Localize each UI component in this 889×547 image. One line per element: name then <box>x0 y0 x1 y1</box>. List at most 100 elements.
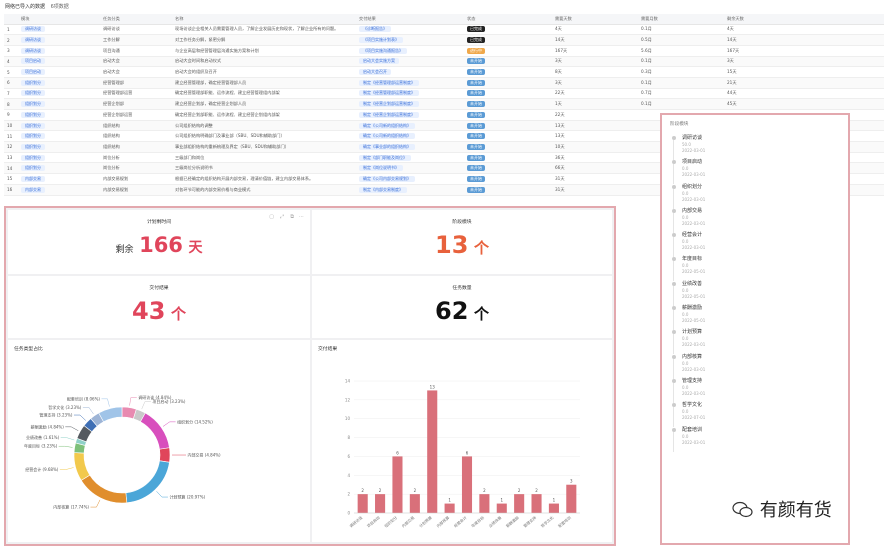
cell-module: 组织划分 <box>18 88 100 100</box>
bar[interactable] <box>427 390 438 513</box>
cell-category: 经营企划部运营 <box>100 109 172 121</box>
col-header[interactable]: 剩余天数 <box>724 14 884 25</box>
bar-value-label: 2 <box>483 488 486 493</box>
y-tick-label: 12 <box>345 397 351 402</box>
expand-icon[interactable]: ⤢ <box>279 214 284 220</box>
timeline-item: 内部交易 0.0 2022-03-01 <box>672 207 840 233</box>
cell-no: 1 <box>4 24 18 36</box>
col-header[interactable]: 任务分类 <box>100 14 172 25</box>
col-header[interactable] <box>4 14 18 25</box>
cell-months-text: 0.5月 <box>641 37 652 43</box>
cell-remain: 14天 <box>724 34 884 46</box>
table-row[interactable]: 4 项目启动 启动大会 启动大会时间和启动仪式 启动大会实施方案 未开始 3天 0.1月 3天 <box>4 56 884 68</box>
pie-slice[interactable] <box>98 406 123 423</box>
table-row[interactable]: 1 调研访谈 调研访谈 现场访谈企业相关人员需要管理人员，了解企业发展历史和现状，了解… <box>4 24 884 36</box>
col-header[interactable]: 需要月数 <box>638 14 724 25</box>
header: 网络已导入的数据 6项数据 <box>0 0 889 14</box>
bar[interactable] <box>375 494 386 513</box>
bar[interactable] <box>548 503 559 513</box>
cell-module-text: 组织划分 <box>21 154 45 161</box>
col-header[interactable]: 状态 <box>464 14 552 25</box>
bar-value-label: 13 <box>430 384 436 389</box>
cell-module: 调研访谈 <box>18 24 100 36</box>
cell-months-text: 0.1月 <box>641 79 652 85</box>
y-tick-label: 10 <box>345 416 351 421</box>
cell-category-text: 启动大会 <box>103 69 120 75</box>
cell-no-text: 12 <box>7 144 13 150</box>
cell-name-text: 三级岗位分析说明书 <box>175 165 213 171</box>
timeline-line <box>673 334 674 355</box>
pie-leader-line <box>101 398 110 407</box>
cell-result-text: 制定《经营企划部运营制度》 <box>359 101 419 108</box>
cell-module-text: 内部交易 <box>21 186 45 193</box>
cell-days: 13天 <box>552 120 638 132</box>
table-row[interactable]: 6 组织划分 经营管理部 建立经营管理部，确定经营管理部人员 制定《经营管理部运营制度》… <box>4 77 884 89</box>
table-row[interactable]: 5 项目启动 启动大会 启动大会的组织及召开 启动大会召开 未开始 8天 0.3月 15天 <box>4 66 884 78</box>
bar[interactable] <box>461 456 473 513</box>
bar[interactable] <box>514 494 525 513</box>
timeline-item: 组织划分 0.0 2022-03-01 <box>672 183 840 209</box>
cell-module-text: 组织划分 <box>21 79 45 86</box>
col-header[interactable]: 交付结果 <box>356 14 464 25</box>
cell-result: 确定《公司内部交易规划》 <box>356 173 464 185</box>
bar[interactable] <box>479 494 490 513</box>
filter-icon[interactable]: ▢ <box>269 214 274 220</box>
cell-no-text: 14 <box>7 165 13 171</box>
cell-months-text: 0.1月 <box>641 101 652 107</box>
cell-result-text: 制定《经营管理部运营制度》 <box>359 79 419 86</box>
cell-module: 调研访谈 <box>18 34 100 46</box>
pie-slice[interactable] <box>73 452 91 481</box>
pie-slice[interactable] <box>125 460 170 504</box>
pie-slice[interactable] <box>140 412 170 450</box>
table-row[interactable]: 3 调研访谈 项目沟通 与企业高层和经营管理层沟通实施方案和计划 《项目实施沟通报告》 进… <box>4 45 884 57</box>
bar[interactable] <box>496 503 507 513</box>
pie-slice[interactable] <box>159 447 171 463</box>
cell-days-text: 13天 <box>555 122 565 128</box>
bar[interactable] <box>531 494 542 513</box>
cell-module-text: 组织划分 <box>21 90 45 97</box>
bar[interactable] <box>444 503 455 513</box>
pie-leader-line <box>65 426 79 431</box>
cell-name: 确定经营管理部职能、运作流程、建立经营管理组内部架 <box>172 88 356 100</box>
bar[interactable] <box>566 484 577 513</box>
col-header[interactable]: 模块 <box>18 14 100 25</box>
cell-status: 未开始 <box>464 130 552 143</box>
table-row[interactable]: 8 组织划分 经营企划部 建立经营企划部，确定经营企划部人员 制定《经营企划部运营制度》… <box>4 98 884 110</box>
copy-icon[interactable]: ⧉ <box>290 214 294 220</box>
cell-category-text: 内部交易规划 <box>103 175 129 181</box>
bar[interactable] <box>392 456 403 513</box>
cell-result-text: 确定《公司新的组织结构》 <box>359 133 415 140</box>
table-row[interactable]: 2 调研访谈 工作分解 对工作任务分解，紧密分解 《项目实施计划表》 已完成 14天 0.5月… <box>4 34 884 46</box>
cell-name-text: 启动大会的组织及召开 <box>175 69 217 75</box>
more-icon[interactable]: ⋯ <box>299 214 304 220</box>
bar-value-label: 6 <box>466 450 469 455</box>
cell-module: 组织划分 <box>18 130 100 143</box>
bar[interactable] <box>357 494 368 513</box>
table-row[interactable]: 7 组织划分 经营管理部运营 确定经营管理部职能、运作流程、建立经营管理组内部架 制定《… <box>4 88 884 100</box>
pie-slice[interactable] <box>80 474 128 504</box>
bar[interactable] <box>409 494 420 513</box>
cell-name: 事业部组织结构的重新梳理及界定（SBU、SDU和辅助部门） <box>172 141 356 153</box>
cell-name: 启动大会的组织及召开 <box>172 66 356 78</box>
cell-module-text: 组织划分 <box>21 122 45 129</box>
cell-days: 31天 <box>552 184 638 196</box>
timeline-title: 阶段模块 <box>670 122 689 127</box>
timeline-label: 项目启动 <box>682 159 703 166</box>
col-header[interactable]: 名称 <box>172 14 356 25</box>
cell-status: 未开始 <box>464 162 552 175</box>
cell-days-text: 3天 <box>555 79 562 85</box>
cell-name: 公司组织结构明确部门及事业部（SBU、SDU和辅助部门） <box>172 130 356 143</box>
x-tick-label: 配套培训 <box>557 515 572 529</box>
x-tick-label: 调研访谈 <box>348 515 363 529</box>
cell-category-text: 项目沟通 <box>103 47 120 53</box>
col-header[interactable]: 需要天数 <box>552 14 638 25</box>
cell-days: 1天 <box>552 98 638 110</box>
cell-module: 组织划分 <box>18 120 100 132</box>
cell-result: 制定《部门职能及岗位》 <box>356 152 464 164</box>
cell-no-text: 5 <box>7 69 10 75</box>
cell-remain-text: 3天 <box>727 58 734 64</box>
pie-leader-line <box>82 407 94 415</box>
timeline-dot <box>672 427 676 432</box>
cell-module-text: 调研访谈 <box>21 26 45 33</box>
bar-card: 交付结果 0 2 4 6 8 10 12 14 2 调研访谈 2 项目启动 6 组织划分 2 内部交易 13 计划… <box>312 340 612 542</box>
